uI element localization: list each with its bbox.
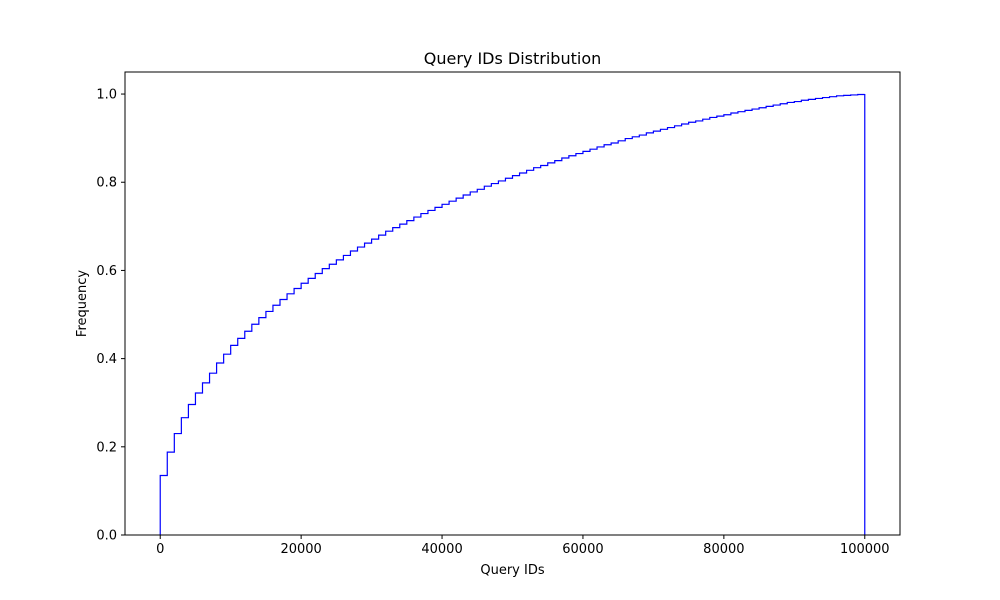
- x-tick-label: 60000: [562, 542, 603, 557]
- y-tick-label: 0.8: [96, 176, 117, 191]
- x-axis: 0 20000 40000 60000 80000 100000: [156, 535, 890, 557]
- y-tick-label: 0.4: [96, 352, 117, 367]
- x-tick-label: 80000: [703, 542, 744, 557]
- y-tick-label: 1.0: [96, 88, 117, 103]
- y-axis-label: Frequency: [75, 270, 90, 337]
- x-tick-label: 40000: [421, 542, 462, 557]
- x-tick-label: 0: [156, 542, 164, 557]
- chart-title: Query IDs Distribution: [424, 49, 602, 68]
- x-tick-label: 20000: [280, 542, 321, 557]
- x-tick-label: 100000: [840, 542, 890, 557]
- x-axis-label: Query IDs: [480, 563, 544, 578]
- series-line: [159, 93, 866, 535]
- y-tick-label: 0.6: [96, 264, 117, 279]
- plot-area: [159, 93, 866, 535]
- y-tick-label: 0.0: [96, 529, 117, 544]
- plot-frame: [124, 71, 901, 536]
- y-axis: 0.0 0.2 0.4 0.6 0.8 1.0: [96, 88, 125, 544]
- y-tick-label: 0.2: [96, 440, 117, 455]
